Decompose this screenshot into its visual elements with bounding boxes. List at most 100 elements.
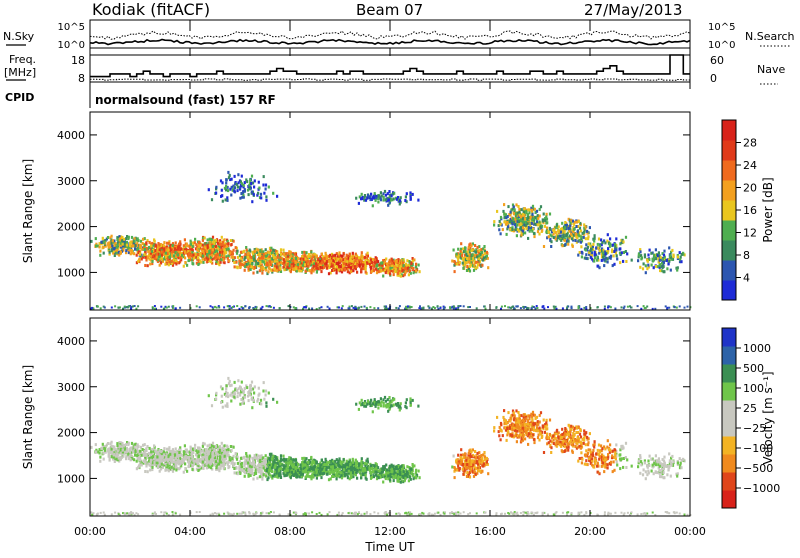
power-cell [571, 237, 573, 240]
velocity-cell [225, 457, 227, 460]
power-cell [364, 256, 366, 259]
power-cell [518, 220, 520, 223]
power-cell [623, 251, 625, 254]
power-cell [568, 230, 570, 233]
velocity-cell [108, 447, 110, 450]
power-cell [674, 306, 676, 308]
velocity-cell [230, 445, 232, 448]
power-cell [468, 257, 470, 260]
power-cell [133, 252, 135, 255]
power-cell [270, 263, 272, 266]
power-cell [119, 239, 121, 242]
power-cell [287, 263, 289, 266]
velocity-cell [126, 450, 128, 453]
velocity-cell [220, 464, 222, 467]
power-cell [292, 268, 294, 271]
power-cell [663, 254, 665, 257]
power-cell [239, 254, 241, 257]
power-cell [290, 270, 292, 273]
power-cell [250, 265, 252, 268]
power-cell [199, 253, 201, 256]
power-cell [356, 265, 358, 268]
velocity-cell [166, 464, 168, 467]
velocity-cell [150, 450, 152, 453]
power-cell [571, 306, 573, 308]
velocity-cell [184, 462, 186, 465]
power-cell [172, 250, 174, 253]
power-cell [371, 261, 373, 264]
power-cell [197, 244, 199, 247]
power-cell [644, 255, 646, 258]
freq-tick-hi: 18 [71, 54, 85, 67]
velocity-cell [139, 458, 141, 461]
power-cell [291, 265, 293, 268]
power-cell [320, 270, 322, 273]
power-cell [293, 264, 295, 267]
power-cell [334, 254, 336, 257]
power-cell [615, 237, 617, 240]
velocity-cell [117, 449, 119, 452]
power-cell [302, 258, 304, 261]
power-cell [294, 253, 296, 256]
power-cell [465, 253, 467, 256]
power-cell [269, 267, 271, 270]
power-cell [341, 255, 343, 258]
power-cell [380, 191, 382, 194]
velocity-cell [186, 449, 188, 452]
power-cell [200, 244, 202, 247]
velocity-cell [90, 446, 92, 449]
power-cell [408, 273, 410, 276]
velocity-cell [145, 448, 147, 451]
power-cell [194, 241, 196, 244]
power-cell [202, 255, 204, 258]
power-cell [575, 233, 577, 236]
power-cell [345, 263, 347, 266]
power-cell [179, 248, 181, 251]
power-cell [367, 252, 369, 255]
power-cell [227, 257, 229, 260]
power-cell [212, 236, 214, 239]
power-cell [217, 242, 219, 245]
power-cell [589, 249, 591, 252]
power-cell [668, 246, 670, 249]
power-cell [111, 307, 113, 309]
velocity-cell [184, 444, 186, 447]
power-cell [269, 256, 271, 259]
power-cell [522, 306, 524, 308]
power-cell [343, 262, 345, 265]
power-cell [235, 261, 237, 264]
power-cell [166, 258, 168, 261]
power-cell [464, 246, 466, 249]
power-cell [360, 255, 362, 258]
power-cell [668, 260, 670, 263]
power-cell [168, 306, 170, 308]
power-cell [548, 235, 550, 238]
power-cell [315, 262, 317, 265]
power-cell [208, 188, 210, 191]
power-cell [546, 227, 548, 230]
power-cell [288, 305, 290, 307]
power-cell [463, 305, 465, 307]
velocity-cell [190, 446, 192, 449]
power-cell [462, 262, 464, 265]
power-cell [562, 307, 564, 309]
power-cell [640, 257, 642, 260]
power-cell [289, 261, 291, 264]
power-cell [499, 220, 501, 223]
power-cell [412, 267, 414, 270]
power-cell [168, 249, 170, 252]
power-cell [111, 244, 113, 247]
power-cell [175, 241, 177, 244]
power-cell [210, 305, 212, 307]
power-cell [305, 270, 307, 273]
power-cell [229, 308, 231, 310]
power-cell [100, 241, 102, 244]
power-cell [156, 253, 158, 256]
power-cell [616, 258, 618, 261]
power-cell [523, 207, 525, 210]
velocity-cell [177, 459, 179, 462]
velocity-cell [221, 442, 223, 445]
power-cell [421, 307, 423, 309]
power-cell [119, 252, 121, 255]
power-cell [229, 188, 231, 191]
